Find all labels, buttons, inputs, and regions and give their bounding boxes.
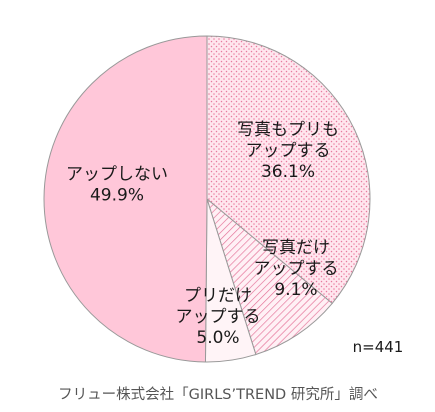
pie-slice [206,35,371,305]
slice-name-label: プリだけ [184,286,252,306]
slice-name-label: アップする [176,307,261,327]
slice-label: 写真もプリもアップする 36.1% [237,120,339,182]
slice-label: 写真だけアップする 9.1% [254,238,339,300]
slice-label: アップしない 49.9% [66,165,168,206]
pie-slice [43,35,208,363]
slice-value-label: 49.9% [90,186,144,206]
slice-value-label: 5.0% [196,328,239,348]
slice-name-label: 写真もプリも [237,120,339,140]
sample-size-label: n=441 [353,338,404,356]
source-credit: フリュー株式会社「GIRLS’TREND 研究所」調べ [58,386,378,403]
slice-name-label: アップしない [66,165,168,185]
slice-value-label: 9.1% [274,280,317,300]
pie-slices [43,35,371,363]
pie-slice [206,197,333,356]
slice-value-label: 36.1% [261,162,315,182]
slice-name-label: 写真だけ [262,238,330,258]
slice-name-label: アップする [246,141,331,161]
slice-name-label: アップする [254,259,339,279]
slice-label: プリだけアップする 5.0% [176,286,261,348]
pie-labels: 写真もプリもアップする 36.1%写真だけアップする 9.1%プリだけアップする 5.… [66,120,339,348]
